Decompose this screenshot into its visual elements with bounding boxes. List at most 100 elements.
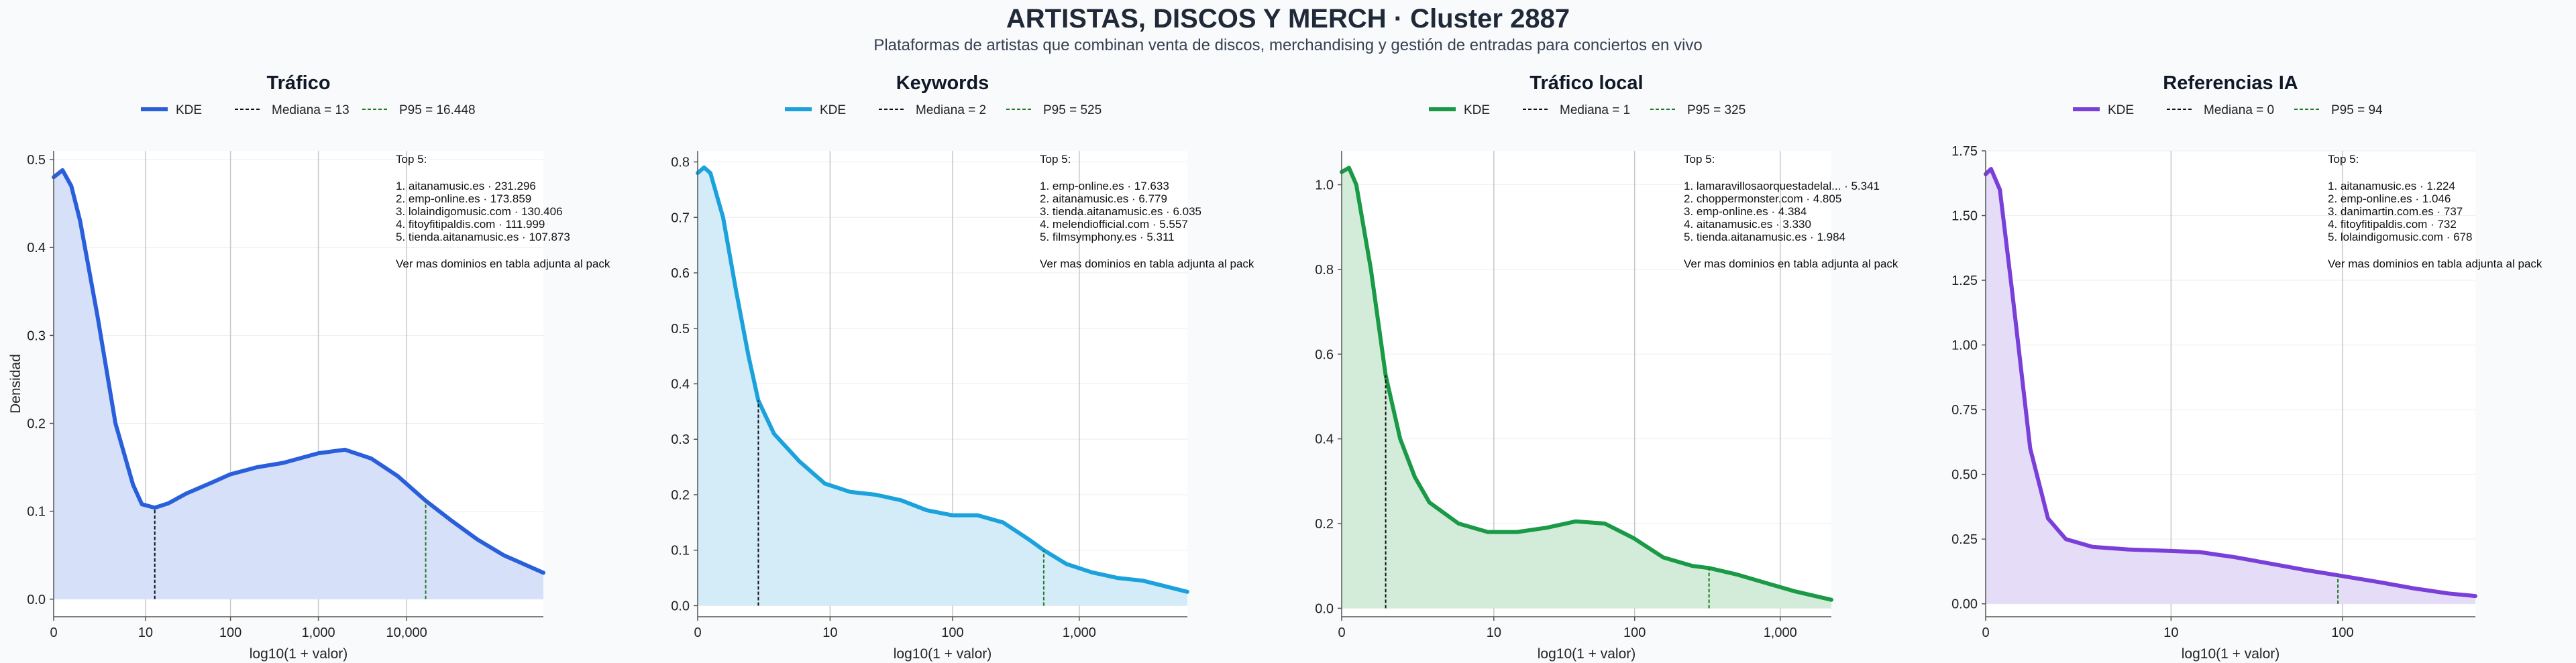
- y-tick-label: 1.25: [1951, 274, 1978, 288]
- top5-footer: Ver mas dominios en tabla adjunta al pac…: [396, 257, 610, 270]
- y-tick-label: 0.4: [1315, 432, 1334, 447]
- top5-item: 5. tienda.aitanamusic.es · 107.873: [396, 231, 570, 243]
- legend-median-label: Mediana = 2: [916, 103, 986, 117]
- top5-item: 4. aitanamusic.es · 3.330: [1684, 218, 1811, 231]
- top5-item: 2. choppermonster.com · 4.805: [1684, 192, 1841, 205]
- x-tick-label: 0: [50, 625, 57, 640]
- y-tick-label: 0.25: [1951, 532, 1978, 547]
- y-tick-label: 1.75: [1951, 144, 1978, 159]
- page-subtitle: Plataformas de artistas que combinan ven…: [873, 36, 1703, 54]
- panel-title: Referencias IA: [2163, 72, 2298, 94]
- y-tick-label: 0.1: [27, 505, 46, 520]
- x-tick-label: 0: [694, 625, 701, 640]
- legend-median-label: Mediana = 0: [2204, 103, 2274, 117]
- x-tick-label: 100: [219, 625, 241, 640]
- top5-item: 4. fitoyfitipaldis.com · 732: [2328, 218, 2457, 231]
- x-tick-label: 100: [1623, 625, 1646, 640]
- legend-kde-label: KDE: [2108, 103, 2134, 117]
- y-tick-label: 0.0: [671, 599, 690, 613]
- kde-line: [1340, 166, 1833, 602]
- legend-kde-label: KDE: [820, 103, 846, 117]
- x-axis-label: log10(1 + valor): [1538, 646, 1636, 662]
- kde-area: [54, 170, 543, 599]
- y-tick-label: 0.50: [1951, 468, 1978, 483]
- top5-item: 5. tienda.aitanamusic.es · 1.984: [1684, 231, 1845, 243]
- top5-item: 1. aitanamusic.es · 231.296: [396, 180, 536, 192]
- chart-panel-trafico-local: Tráfico local KDE Mediana = 1 P95 = 325 0.0 0…: [1315, 72, 1898, 662]
- y-tick-label: 1.00: [1951, 339, 1978, 353]
- top5-item: 1. aitanamusic.es · 1.224: [2328, 180, 2455, 192]
- y-tick-label: 0.2: [27, 417, 46, 432]
- legend-p95-label: P95 = 325: [1687, 103, 1746, 117]
- chart-panel-keywords: Keywords KDE Mediana = 2 P95 = 525 0.0 0.1 0.2…: [671, 72, 1254, 662]
- y-tick-label: 0.75: [1951, 403, 1978, 418]
- y-tick-label: 0.4: [671, 377, 690, 392]
- x-axis-label: log10(1 + valor): [894, 646, 992, 662]
- panel-title: Keywords: [896, 72, 989, 94]
- y-tick-label: 0.8: [1315, 263, 1334, 278]
- chart-panel-referencias-ia: Referencias IA KDE Mediana = 0 P95 = 94 0.00…: [1951, 72, 2542, 662]
- y-axis-label: Densidad: [8, 354, 23, 414]
- legend-median-label: Mediana = 13: [272, 103, 350, 117]
- top5-item: 3. danimartin.com.es · 737: [2328, 205, 2463, 218]
- top5-item: 2. aitanamusic.es · 6.779: [1040, 192, 1167, 205]
- x-tick-label: 10: [1487, 625, 1501, 640]
- top5-item: 1. emp-online.es · 17.633: [1040, 180, 1169, 192]
- legend-p95-label: P95 = 94: [2331, 103, 2383, 117]
- top5-item: 4. fitoyfitipaldis.com · 111.999: [396, 218, 545, 231]
- y-tick-label: 0.6: [671, 266, 690, 281]
- x-tick-label: 10,000: [386, 625, 427, 640]
- kde-line: [696, 165, 1189, 594]
- x-tick-label: 100: [2331, 625, 2353, 640]
- top5-item: 5. lolaindigomusic.com · 678: [2328, 231, 2472, 243]
- top5-item: 2. emp-online.es · 1.046: [2328, 192, 2451, 205]
- y-tick-label: 0.5: [27, 153, 46, 168]
- y-tick-label: 0.2: [671, 488, 690, 503]
- chart-panel-trafico: Tráfico KDE Mediana = 13 P95 = 16.448 0.0 0.1…: [8, 72, 610, 662]
- top5-item: 1. lamaravillosaorquestadelal... · 5.341: [1684, 180, 1880, 192]
- x-axis-label: log10(1 + valor): [2182, 646, 2280, 662]
- top5-heading: Top 5:: [396, 153, 427, 166]
- y-tick-label: 0.7: [671, 210, 690, 225]
- x-tick-label: 10: [138, 625, 153, 640]
- y-tick-label: 0.1: [671, 544, 690, 558]
- top5-heading: Top 5:: [1684, 153, 1715, 166]
- top5-item: 4. melendiofficial.com · 5.557: [1040, 218, 1188, 231]
- top5-item: 3. lolaindigomusic.com · 130.406: [396, 205, 563, 218]
- top5-heading: Top 5:: [2328, 153, 2359, 166]
- y-tick-label: 1.50: [1951, 209, 1978, 224]
- top5-footer: Ver mas dominios en tabla adjunta al pac…: [1040, 257, 1254, 270]
- top5-footer: Ver mas dominios en tabla adjunta al pac…: [2328, 257, 2542, 270]
- top5-item: 3. emp-online.es · 4.384: [1684, 205, 1807, 218]
- kde-area: [1986, 169, 2475, 604]
- y-tick-label: 0.00: [1951, 597, 1978, 612]
- legend-kde-label: KDE: [1464, 103, 1490, 117]
- legend-median-label: Mediana = 1: [1560, 103, 1630, 117]
- panel-title: Tráfico: [266, 72, 330, 94]
- legend-kde-label: KDE: [176, 103, 202, 117]
- legend-p95-label: P95 = 16.448: [399, 103, 476, 117]
- top5-footer: Ver mas dominios en tabla adjunta al pac…: [1684, 257, 1898, 270]
- x-axis-label: log10(1 + valor): [250, 646, 348, 662]
- y-tick-label: 1.0: [1315, 178, 1334, 193]
- kde-area: [1342, 168, 1831, 609]
- top5-item: 2. emp-online.es · 173.859: [396, 192, 531, 205]
- kde-area: [698, 167, 1187, 606]
- kde-line: [1984, 167, 2477, 599]
- x-tick-label: 1,000: [302, 625, 335, 640]
- x-tick-label: 10: [2163, 625, 2178, 640]
- y-tick-label: 0.0: [27, 593, 46, 607]
- y-tick-label: 0.2: [1315, 517, 1334, 532]
- top5-item: 3. tienda.aitanamusic.es · 6.035: [1040, 205, 1201, 218]
- y-tick-label: 0.6: [1315, 347, 1334, 362]
- x-tick-label: 0: [1338, 625, 1345, 640]
- x-tick-label: 10: [822, 625, 837, 640]
- page-title: ARTISTAS, DISCOS Y MERCH · Cluster 2887: [1006, 4, 1570, 34]
- kde-line: [52, 168, 545, 575]
- panel-title: Tráfico local: [1529, 72, 1643, 94]
- y-tick-label: 0.0: [1315, 601, 1334, 616]
- top5-item: 5. filmsymphony.es · 5.311: [1040, 231, 1175, 243]
- y-tick-label: 0.5: [671, 322, 690, 337]
- y-tick-label: 0.4: [27, 241, 46, 255]
- y-tick-label: 0.8: [671, 156, 690, 170]
